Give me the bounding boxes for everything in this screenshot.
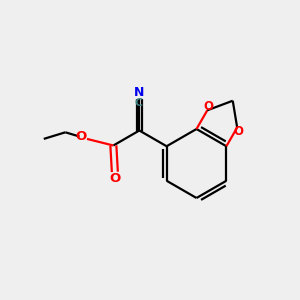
Text: O: O [109,172,121,185]
Text: O: O [234,124,244,138]
Text: O: O [204,100,214,113]
Text: C: C [135,98,143,109]
Text: N: N [134,86,145,99]
Text: O: O [75,130,87,143]
